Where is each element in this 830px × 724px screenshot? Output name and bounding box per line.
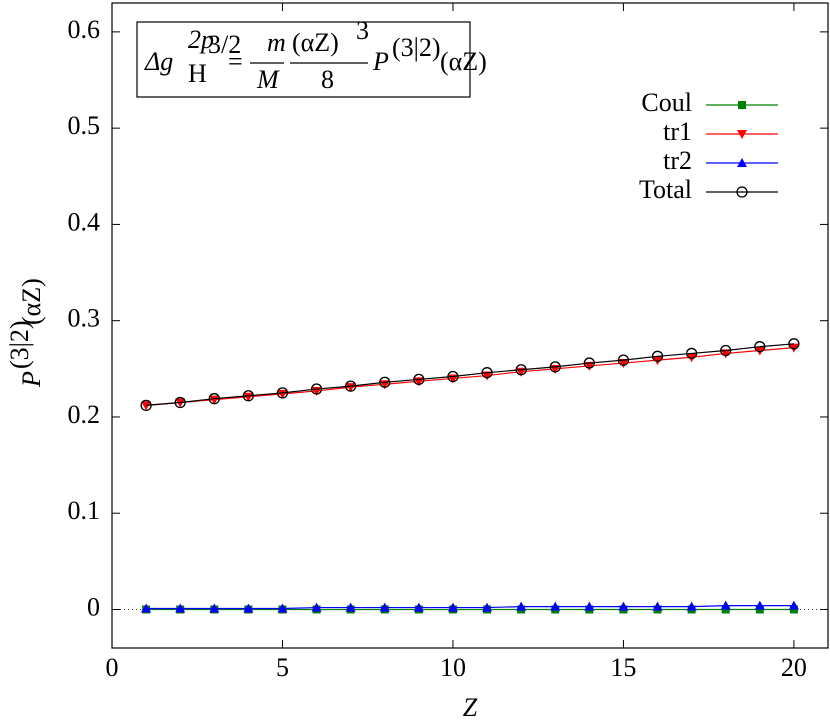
data-point [550, 601, 561, 611]
y-label-main: P [17, 371, 46, 388]
data-point [686, 601, 697, 611]
x-tick-label: 5 [276, 653, 289, 682]
data-point [242, 390, 255, 402]
formula-text: m [267, 28, 286, 57]
data-point [617, 354, 630, 366]
data-point [447, 602, 458, 612]
data-point [618, 601, 629, 611]
data-point [208, 393, 220, 405]
y-tick-label: 0.1 [68, 496, 101, 525]
y-tick-label: 0.2 [68, 400, 101, 429]
formula-text: 3/2 [208, 30, 241, 59]
x-axis-label: Z [463, 693, 478, 722]
formula-text: P [372, 47, 389, 76]
legend-label: Coul [641, 88, 692, 117]
data-point [447, 370, 459, 383]
data-point [379, 602, 390, 612]
y-label-tail: (αZ) [17, 278, 46, 325]
data-point [720, 349, 731, 359]
legend-label: tr1 [663, 117, 692, 146]
data-point [141, 603, 152, 613]
x-tick-label: 0 [106, 653, 119, 682]
legend-marker [738, 101, 746, 109]
data-point [413, 602, 424, 612]
data-point [685, 347, 698, 360]
y-tick-label: 0.3 [68, 304, 101, 333]
data-point [413, 373, 425, 386]
formula-text: 8 [321, 65, 334, 94]
y-tick-label: 0.6 [68, 15, 101, 44]
data-point [618, 359, 629, 369]
data-point [584, 601, 595, 611]
data-point [345, 380, 357, 392]
data-point [515, 364, 527, 376]
data-point [311, 602, 322, 612]
data-point [243, 603, 254, 613]
data-point [141, 401, 152, 411]
data-point [481, 367, 493, 379]
series-line [146, 347, 794, 407]
legend-marker [737, 158, 747, 167]
formula-text: 2p [188, 25, 214, 54]
data-point [140, 399, 152, 412]
data-point [277, 603, 288, 613]
x-tick-label: 10 [440, 653, 466, 682]
data-point [516, 601, 527, 611]
series-line [146, 343, 794, 407]
legend-marker [736, 186, 748, 198]
y-label-sup: (3|2) [5, 320, 34, 369]
data-point [175, 603, 186, 613]
formula-text: H [188, 59, 207, 88]
formula-box [136, 21, 471, 98]
formula-text: (αZ) [292, 28, 339, 57]
y-tick-label: 0.4 [68, 207, 101, 236]
formula-text: (3|2) [392, 33, 441, 62]
y-tick-label: 0.5 [68, 111, 101, 140]
data-point [720, 344, 732, 357]
formula-text: Δg [144, 47, 173, 76]
legend-label: tr2 [663, 146, 692, 175]
data-point [482, 602, 493, 612]
data-point [482, 371, 493, 381]
data-point [788, 600, 799, 610]
data-point [652, 601, 663, 611]
legend-marker [737, 130, 747, 139]
data-point [174, 396, 186, 409]
data-point [720, 600, 731, 610]
data-point [754, 341, 766, 353]
data-point [788, 338, 800, 350]
plot-frame [111, 2, 829, 649]
series-line [146, 605, 794, 610]
formula-text: = [228, 47, 243, 76]
formula-text: M [256, 65, 280, 94]
y-axis-label: P (3|2) (αZ) [5, 278, 46, 388]
formula-text: 3 [356, 16, 369, 45]
data-point [310, 383, 323, 395]
data-point [276, 387, 289, 399]
x-tick-label: 20 [781, 653, 807, 682]
y-tick-label: 0 [87, 592, 100, 621]
data-point [754, 600, 765, 610]
formula-text: (αZ) [440, 47, 487, 76]
data-point [209, 603, 220, 613]
data-point [583, 357, 595, 369]
x-tick-label: 15 [610, 653, 636, 682]
data-point [584, 361, 595, 371]
data-point [345, 602, 356, 612]
data-point [549, 361, 561, 373]
legend-label: Total [639, 175, 692, 204]
data-point [651, 350, 664, 362]
data-point [379, 376, 391, 388]
